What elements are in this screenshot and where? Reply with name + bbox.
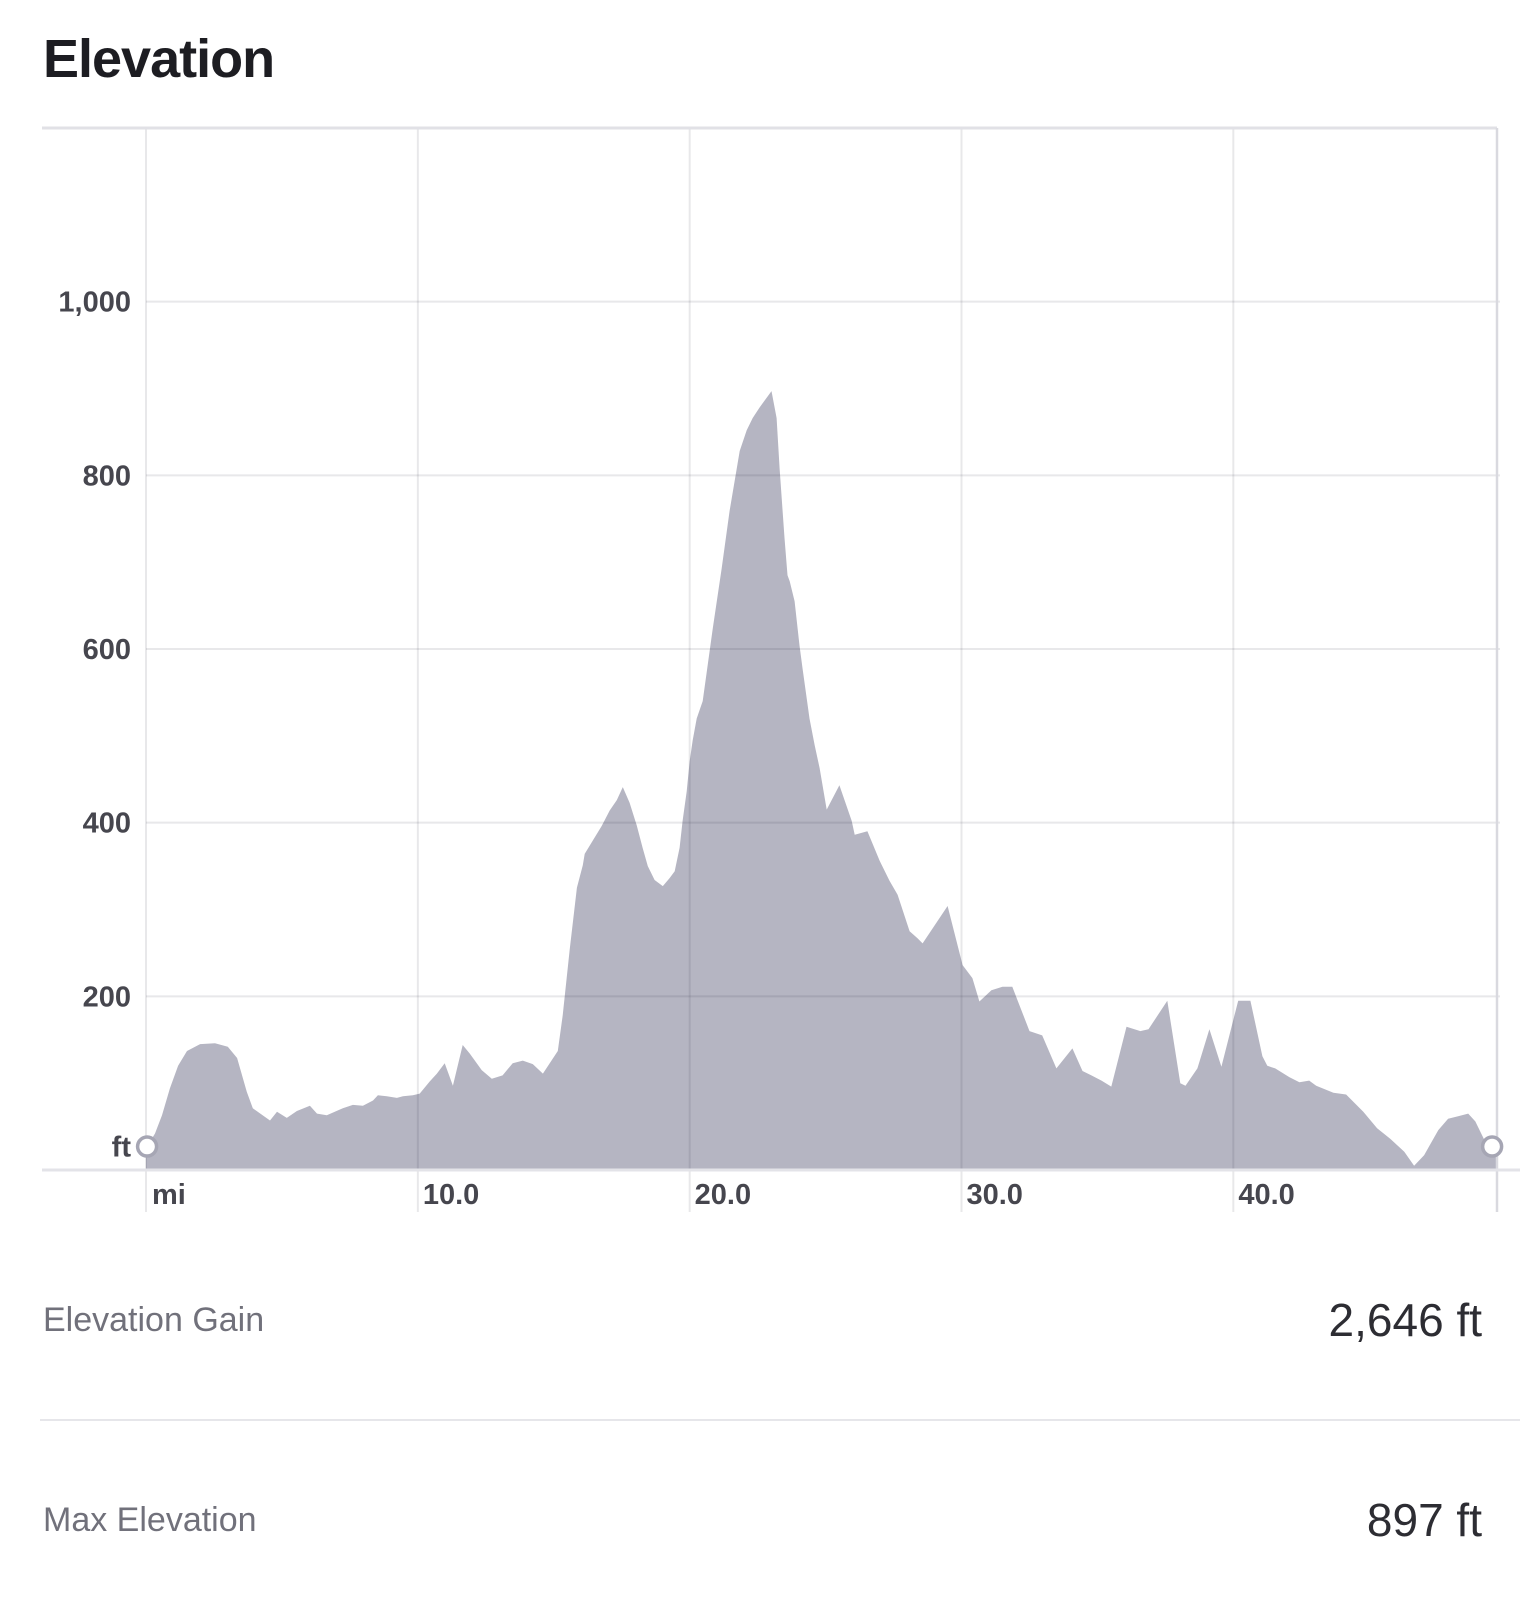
- elevation-gain-label: Elevation Gain: [43, 1300, 265, 1339]
- stat-row-max-elevation: Max Elevation 897 ft: [43, 1440, 1482, 1600]
- y-axis-tick-label: 600: [83, 634, 131, 666]
- y-axis-tick-label: 1,000: [58, 287, 131, 319]
- stats-divider: [40, 1419, 1520, 1421]
- x-axis-unit-label: mi: [152, 1179, 186, 1211]
- y-axis-tick-label: 400: [83, 808, 131, 840]
- page-title: Elevation: [43, 29, 275, 89]
- x-axis-tick-label: 30.0: [966, 1179, 1022, 1211]
- max-elevation-value: 897 ft: [1366, 1494, 1482, 1546]
- x-axis-tick-label: 20.0: [695, 1179, 751, 1211]
- start-point-marker: [135, 1135, 159, 1158]
- x-axis-tick-label: 10.0: [423, 1179, 479, 1211]
- y-axis-tick-label: 200: [83, 981, 131, 1013]
- elevation-gain-value: 2,646 ft: [1328, 1294, 1482, 1346]
- end-point-marker: [1480, 1135, 1504, 1158]
- elevation-chart[interactable]: 200 400 600 800 1,000 ft mi 10.0 20.0 30.0 40.0: [0, 126, 1520, 1216]
- y-axis-unit-label: ft: [112, 1132, 132, 1164]
- max-elevation-label: Max Elevation: [43, 1500, 257, 1539]
- elevation-area: [146, 391, 1497, 1171]
- stat-row-elevation-gain: Elevation Gain 2,646 ft: [43, 1240, 1482, 1400]
- x-axis-tick-label: 40.0: [1238, 1179, 1294, 1211]
- y-axis-tick-label: 800: [83, 460, 131, 492]
